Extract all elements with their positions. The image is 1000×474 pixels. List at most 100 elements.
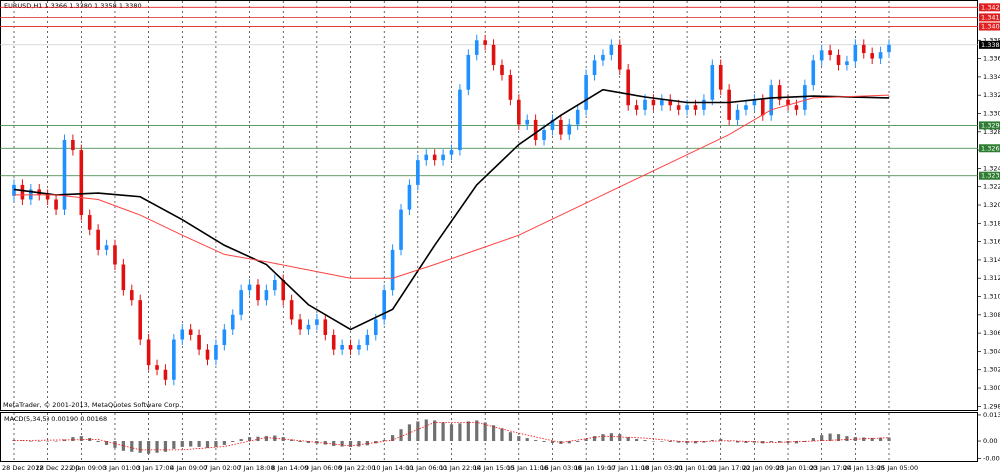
macd-bar (584, 439, 588, 442)
x-tick-label: 10 Jan 14:00 (372, 464, 413, 472)
candle-body (811, 60, 816, 86)
x-tick-label: 21 Jan 01:00 (675, 464, 716, 472)
macd-bar (508, 432, 512, 442)
macd-bar (660, 441, 664, 442)
macd-bar (37, 441, 41, 442)
x-tick-label: 28 Dec 22:00 (36, 464, 80, 472)
candle-body (651, 99, 656, 106)
macd-bar (668, 441, 672, 442)
macd-bar (214, 441, 218, 447)
candle-body (399, 209, 403, 250)
candle-body (96, 229, 100, 250)
candle-body (702, 99, 706, 110)
y-tick-label: 1.3225 (983, 183, 1000, 191)
macd-bar (534, 440, 538, 442)
candle-body (416, 160, 420, 185)
candle-body (887, 44, 891, 53)
macd-bar (449, 424, 454, 442)
y-tick-label: 1.3365 (983, 55, 1000, 63)
macd-bar (391, 435, 395, 442)
y-tick-label: 1.3145 (983, 256, 1000, 264)
macd-bar (138, 441, 142, 453)
candle-body (500, 64, 504, 76)
macd-bar (803, 441, 807, 442)
macd-bar (878, 437, 883, 442)
macd-bar (306, 441, 311, 443)
macd-bar (491, 425, 496, 442)
macd-bar (189, 441, 193, 447)
candle-body (432, 154, 437, 161)
candle-body (373, 319, 378, 335)
macd-bar (845, 436, 849, 442)
candle-body (79, 150, 84, 216)
macd-bar (525, 438, 529, 442)
candle-body (668, 99, 673, 106)
macd-bar (121, 441, 125, 451)
candle-body (172, 339, 176, 380)
last-price-label: 1.3380 (981, 41, 1000, 49)
candle-body (222, 329, 227, 346)
candle-body (163, 369, 168, 380)
macd-bar (853, 437, 857, 442)
candle-body (617, 44, 622, 70)
candle-body (567, 124, 572, 135)
x-tick-label: 17 Jan 11:00 (608, 464, 649, 472)
macd-bar (761, 441, 765, 444)
x-tick-label: 14 Jan 15:00 (473, 464, 514, 472)
candle-body (626, 69, 630, 106)
x-tick-label: 3 Jan 01:00 (103, 464, 140, 472)
macd-bar (357, 441, 361, 447)
macd-bar (247, 437, 252, 442)
macd-bar (315, 441, 319, 444)
last-price-box (979, 40, 1000, 49)
candle-body (878, 52, 883, 59)
candle-body (180, 329, 185, 340)
level-label: 1.3292 (981, 121, 1000, 129)
x-tick-label: 16 Jan 19:00 (574, 464, 615, 472)
y-tick-label: 0.00 (983, 437, 997, 445)
y-tick-label: 1.3185 (983, 219, 1000, 227)
macd-bar (382, 440, 386, 442)
macd-bar (870, 437, 874, 442)
candle-body (676, 105, 681, 110)
macd-bar (130, 441, 134, 452)
candle-body (289, 300, 294, 320)
macd-bar (29, 441, 33, 442)
macd-bar (197, 441, 201, 447)
candle-body (239, 290, 243, 315)
macd-bar (155, 441, 159, 453)
x-tick-label: 28 Dec 2012 (2, 464, 44, 472)
x-tick-label: 16 Jan 03:00 (540, 464, 581, 472)
y-tick-label: 0.0133 (983, 411, 1000, 419)
macd-bar (626, 437, 630, 442)
macd-bar (685, 441, 689, 443)
x-tick-label: 9 Jan 22:00 (339, 464, 376, 472)
candle-body (365, 334, 370, 346)
candle-body (424, 154, 429, 161)
candle-body (634, 105, 639, 110)
macd-bar (433, 420, 437, 442)
candle-body (853, 44, 858, 62)
candle-body (205, 349, 210, 360)
x-tick-label: 23 Jan 17:00 (810, 464, 851, 472)
macd-bar (634, 439, 639, 442)
candle-body (474, 40, 479, 55)
macd-bar (601, 434, 605, 442)
macd-bar (264, 436, 269, 442)
x-tick-label: 3 Jan 17:00 (137, 464, 174, 472)
macd-bar (96, 441, 100, 442)
y-tick-label: 1.3105 (983, 293, 1000, 301)
candle-body (592, 60, 597, 76)
macd-bar (727, 441, 731, 442)
candle-body (247, 284, 252, 291)
macd-bar (239, 439, 243, 442)
candle-body (441, 154, 445, 161)
macd-bar (340, 441, 344, 447)
candle-body (348, 345, 353, 350)
macd-bar (365, 441, 369, 446)
candle-body (769, 85, 774, 116)
candle-body (449, 150, 454, 155)
y-tick-label: 1.3205 (983, 201, 1000, 209)
candle-body (584, 75, 588, 110)
